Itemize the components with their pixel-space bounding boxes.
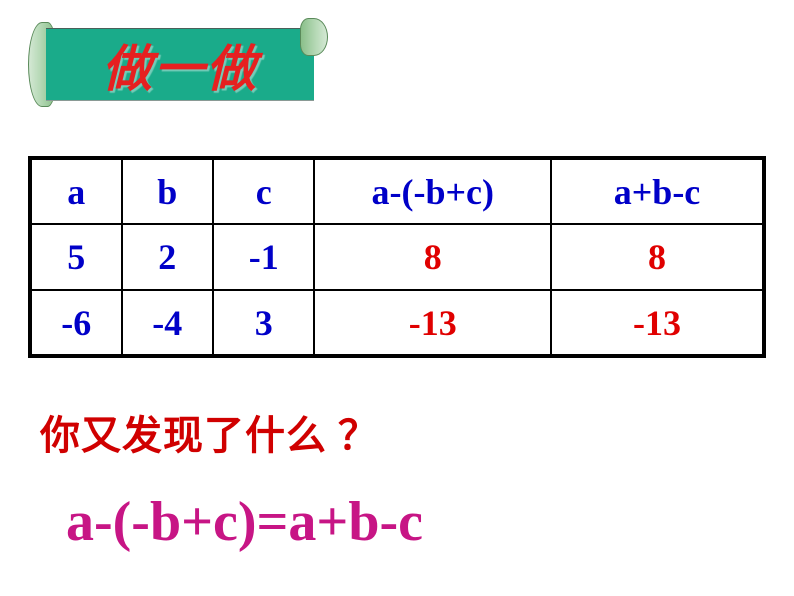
cell-b: 2 <box>122 224 214 290</box>
table-row: -6 -4 3 -13 -13 <box>30 290 764 356</box>
cell-b: -4 <box>122 290 214 356</box>
table-header-row: a b c a-(-b+c) a+b-c <box>30 158 764 224</box>
cell-expr2: -13 <box>551 290 764 356</box>
cell-expr1: 8 <box>314 224 551 290</box>
banner-title: 做一做 <box>102 29 258 101</box>
cell-a: -6 <box>30 290 122 356</box>
header-b: b <box>122 158 214 224</box>
cell-expr2: 8 <box>551 224 764 290</box>
banner-body: 做一做 <box>46 28 314 101</box>
table-row: 5 2 -1 8 8 <box>30 224 764 290</box>
math-table: a b c a-(-b+c) a+b-c 5 2 -1 8 8 -6 -4 3 … <box>28 156 766 358</box>
cell-expr1: -13 <box>314 290 551 356</box>
cell-a: 5 <box>30 224 122 290</box>
scroll-right-decoration <box>300 18 328 56</box>
cell-c: 3 <box>213 290 314 356</box>
header-a: a <box>30 158 122 224</box>
title-banner: 做一做 <box>28 22 328 107</box>
header-expr2: a+b-c <box>551 158 764 224</box>
cell-c: -1 <box>213 224 314 290</box>
header-expr1: a-(-b+c) <box>314 158 551 224</box>
question-text: 你又发现了什么 ？ <box>40 403 379 461</box>
header-c: c <box>213 158 314 224</box>
equation-text: a-(-b+c)=a+b-c <box>66 490 423 554</box>
